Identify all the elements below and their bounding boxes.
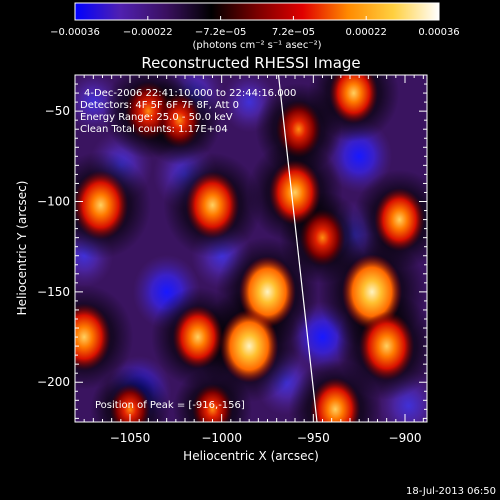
bright-source xyxy=(109,383,151,422)
bright-source xyxy=(219,309,279,383)
bright-source xyxy=(374,188,425,252)
bright-source xyxy=(269,159,321,225)
solar-limb-line xyxy=(277,75,318,422)
x-tick-label: −950 xyxy=(297,431,330,445)
bright-source xyxy=(329,75,379,124)
heatmap-area xyxy=(75,75,427,422)
colorbar: −0.00036 −0.00022 −7.2e−05 7.2e−05 0.00022 0.… xyxy=(50,2,460,51)
x-tick-label: −1050 xyxy=(110,431,151,445)
bright-source xyxy=(275,100,322,158)
colorbar-tick-label: −7.2e−05 xyxy=(195,27,247,38)
y-axis-label: Heliocentric Y (arcsec) xyxy=(15,181,29,316)
y-tick-label: −150 xyxy=(37,285,70,299)
colorbar-tick-label: 0.00036 xyxy=(418,27,459,38)
x-axis-label: Heliocentric X (arcsec) xyxy=(183,449,319,463)
axis-ticks: −1050 −1000 −950 −900 −50 −100 −150 −200 xyxy=(37,74,427,445)
colorbar-tick-label: 7.2e−05 xyxy=(272,27,315,38)
bright-source xyxy=(157,92,202,148)
bright-source xyxy=(75,303,111,371)
colorbar-tick-label: −0.00022 xyxy=(123,27,173,38)
render-timestamp: 18-Jul-2013 06:50 xyxy=(406,486,496,497)
colorbar-tick-label: 0.00022 xyxy=(346,27,387,38)
annotation-detectors: Detectors: 4F 5F 6F 7F 8F, Att 0 xyxy=(80,100,239,111)
x-tick-label: −900 xyxy=(389,431,422,445)
plot-frame xyxy=(74,74,428,423)
chart-title: Reconstructed RHESSI Image xyxy=(141,54,360,72)
bright-source xyxy=(192,383,233,422)
bright-source xyxy=(172,305,224,369)
x-tick-label: −1000 xyxy=(201,431,242,445)
bright-source xyxy=(239,256,296,328)
bright-source xyxy=(310,377,361,422)
annotation-clean-counts: Clean Total counts: 1.17E+04 xyxy=(80,124,228,135)
colorbar-unit-label: (photons cm⁻² s⁻¹ asec⁻²) xyxy=(192,40,321,51)
peak-position-label: Position of Peak = [-916,-156] xyxy=(95,400,245,411)
colorbar-tick-label: −0.00036 xyxy=(50,27,100,38)
bright-source xyxy=(299,209,346,267)
bright-source xyxy=(75,170,129,240)
annotation-time-range: 4-Dec-2006 22:41:10.000 to 22:44:16.000 xyxy=(84,88,296,99)
colorbar-ticks: −0.00036 −0.00022 −7.2e−05 7.2e−05 0.00022 0.… xyxy=(50,16,460,38)
y-tick-label: −50 xyxy=(45,104,70,118)
bright-source xyxy=(185,171,240,239)
y-tick-label: −100 xyxy=(37,195,70,209)
bright-source xyxy=(359,311,415,381)
colorbar-gradient xyxy=(74,2,440,21)
bright-source xyxy=(342,254,402,330)
annotation-energy-range: Energy Range: 25.0 - 50.0 keV xyxy=(80,112,233,123)
y-tick-label: −200 xyxy=(37,375,70,389)
heatmap-sources xyxy=(75,75,427,422)
annotation-block: 4-Dec-2006 22:41:10.000 to 22:44:16.000 … xyxy=(80,88,296,135)
